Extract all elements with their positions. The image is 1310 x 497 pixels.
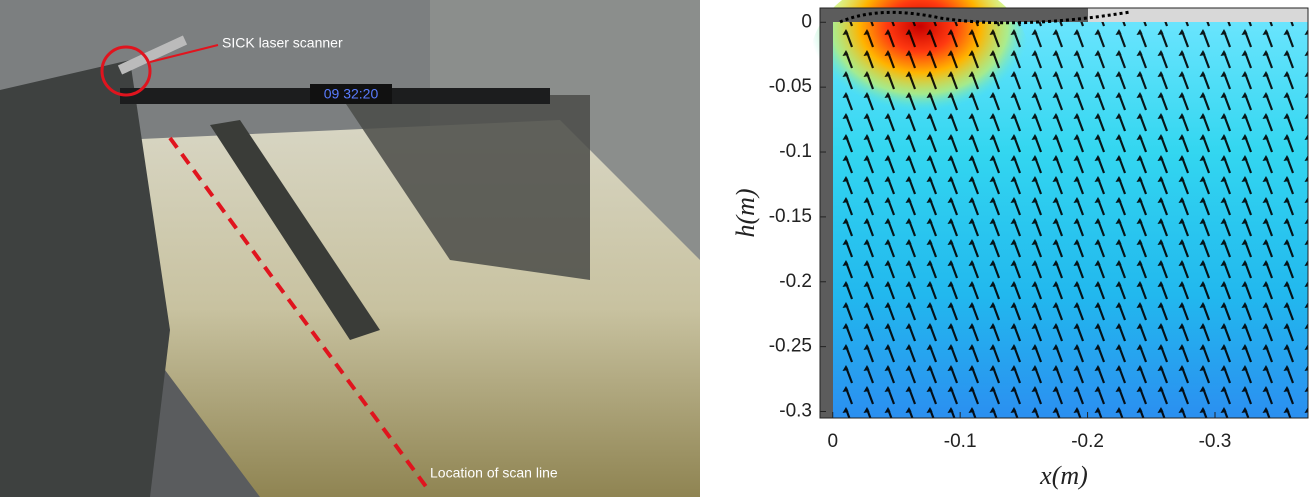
y-tick-label: -0.05 [769, 76, 812, 97]
velocity-field [810, 0, 1308, 418]
axes: 0 -0.1 -0.2 -0.3 0 -0.05 -0.1 -0.15 -0.2 -0.25 -0.… [769, 11, 1232, 452]
photo: 09 32:20 SICK laser scanner Location of … [0, 0, 700, 497]
y-tick-label: -0.3 [779, 401, 812, 422]
y-tick-label: -0.2 [779, 271, 812, 292]
x-axis-label: x(m) [1039, 461, 1088, 490]
y-tick-label: -0.1 [779, 141, 812, 162]
y-tick-label: -0.15 [769, 206, 812, 227]
y-tick-label: 0 [801, 11, 812, 32]
annotation: Location of scan line [430, 465, 558, 481]
y-tick-label: -0.25 [769, 336, 812, 357]
x-tick-label: -0.1 [944, 431, 977, 452]
plot-frame [819, 7, 1309, 419]
x-tick-label: 0 [827, 431, 838, 452]
y-axis-label: h(m) [731, 188, 760, 237]
clock-display: 09 32:20 [324, 86, 379, 102]
x-tick-label: -0.3 [1199, 431, 1232, 452]
x-tick-label: -0.2 [1071, 431, 1104, 452]
annotation: SICK laser scanner [222, 35, 343, 51]
